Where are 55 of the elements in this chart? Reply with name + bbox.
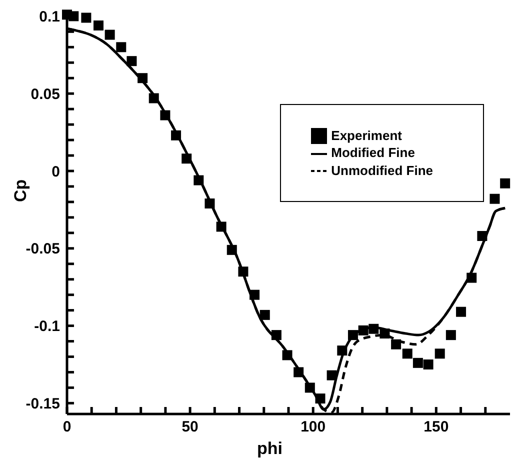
point — [148, 93, 159, 104]
point — [104, 30, 115, 40]
point — [391, 339, 402, 350]
point — [412, 358, 423, 368]
point — [160, 110, 170, 120]
point — [500, 178, 510, 188]
point — [326, 370, 337, 380]
point — [368, 324, 379, 334]
point — [490, 194, 500, 204]
x-tick-label: 150 — [424, 418, 449, 436]
point — [250, 290, 260, 300]
point — [68, 11, 79, 22]
point — [182, 154, 192, 164]
point — [380, 328, 390, 339]
point — [216, 222, 226, 232]
point — [260, 310, 270, 320]
x-axis-title: phi — [257, 439, 282, 458]
y-tick-label: -0.05 — [26, 240, 60, 258]
point — [337, 346, 348, 356]
x-tick-label: 50 — [182, 418, 198, 436]
legend-label: Modified Fine — [331, 145, 415, 160]
point — [466, 272, 477, 283]
point — [81, 12, 92, 23]
point — [282, 350, 292, 360]
point — [294, 367, 304, 378]
point — [94, 20, 104, 30]
point — [348, 330, 358, 340]
point — [434, 348, 445, 359]
point — [226, 244, 237, 255]
point — [315, 394, 326, 404]
x-tick-label: 0 — [62, 418, 72, 436]
legend-label: Unmodified Fine — [331, 162, 433, 178]
point — [477, 230, 488, 241]
point — [446, 330, 456, 340]
y-tick-label: 0 — [52, 163, 60, 180]
point — [456, 306, 466, 317]
point — [138, 73, 148, 84]
y-axis-title: Cp — [11, 179, 30, 202]
point — [116, 42, 126, 52]
point — [423, 359, 434, 370]
point — [194, 175, 204, 186]
point — [126, 56, 137, 66]
point — [238, 266, 248, 277]
point — [204, 198, 215, 208]
y-tick-label: -0.15 — [26, 395, 60, 412]
point — [304, 382, 315, 393]
x-tick-label: 100 — [300, 418, 326, 436]
legend-label: Experiment — [331, 128, 402, 143]
point — [271, 330, 282, 340]
y-tick-label: 0.1 — [39, 8, 60, 26]
point — [171, 130, 182, 140]
y-tick-label: -0.1 — [34, 318, 60, 336]
y-tick-label: 0.05 — [30, 86, 60, 103]
point — [402, 348, 412, 359]
point — [358, 325, 368, 336]
